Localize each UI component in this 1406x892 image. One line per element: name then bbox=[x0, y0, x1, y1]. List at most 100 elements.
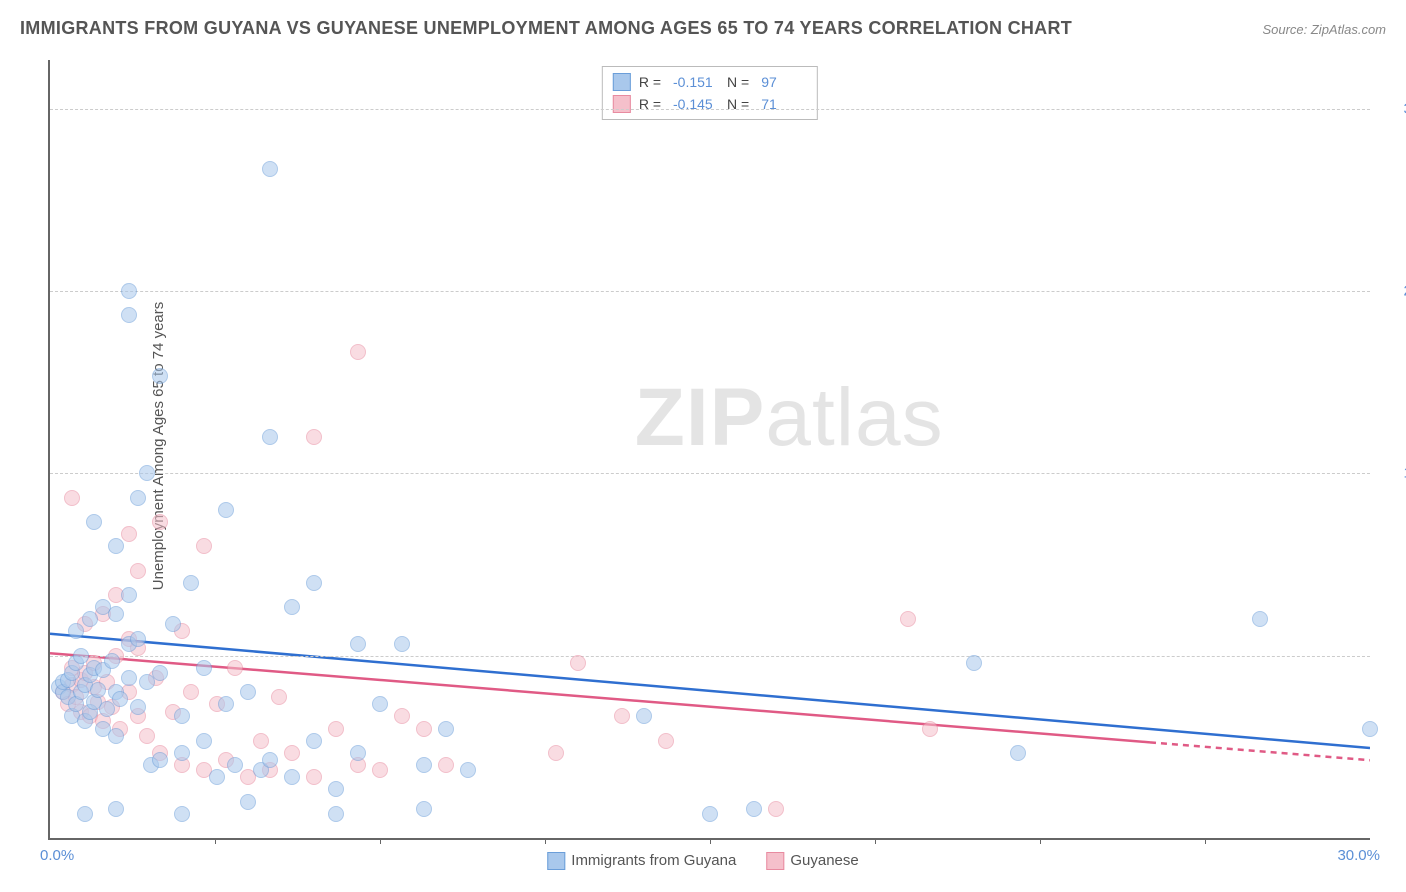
legend-swatch-pink bbox=[613, 95, 631, 113]
legend-swatch-blue bbox=[613, 73, 631, 91]
data-point bbox=[86, 514, 102, 530]
legend-label: Guyanese bbox=[790, 852, 858, 869]
data-point bbox=[658, 733, 674, 749]
x-tick bbox=[215, 838, 216, 844]
gridline bbox=[50, 291, 1370, 292]
x-tick bbox=[1040, 838, 1041, 844]
series-legend: Immigrants from Guyana Guyanese bbox=[547, 852, 858, 870]
data-point bbox=[196, 660, 212, 676]
data-point bbox=[284, 599, 300, 615]
data-point bbox=[174, 708, 190, 724]
data-point bbox=[372, 762, 388, 778]
data-point bbox=[570, 655, 586, 671]
data-point bbox=[350, 745, 366, 761]
data-point bbox=[108, 606, 124, 622]
data-point bbox=[68, 623, 84, 639]
data-point bbox=[218, 502, 234, 518]
data-point bbox=[196, 733, 212, 749]
data-point bbox=[130, 631, 146, 647]
data-point bbox=[306, 733, 322, 749]
data-point bbox=[218, 696, 234, 712]
data-point bbox=[121, 670, 137, 686]
x-tick bbox=[1205, 838, 1206, 844]
data-point bbox=[460, 762, 476, 778]
data-point bbox=[306, 429, 322, 445]
data-point bbox=[130, 490, 146, 506]
data-point bbox=[900, 611, 916, 627]
data-point bbox=[614, 708, 630, 724]
data-point bbox=[922, 721, 938, 737]
data-point bbox=[372, 696, 388, 712]
data-point bbox=[768, 801, 784, 817]
legend-item-blue: Immigrants from Guyana bbox=[547, 852, 736, 870]
legend-row-blue: R =-0.151 N =97 bbox=[613, 71, 807, 93]
data-point bbox=[139, 728, 155, 744]
data-point bbox=[548, 745, 564, 761]
data-point bbox=[328, 721, 344, 737]
gridline bbox=[50, 109, 1370, 110]
data-point bbox=[438, 757, 454, 773]
data-point bbox=[328, 781, 344, 797]
data-point bbox=[227, 660, 243, 676]
data-point bbox=[174, 745, 190, 761]
trend-lines bbox=[50, 60, 1370, 838]
x-axis-start-label: 0.0% bbox=[40, 847, 74, 864]
x-tick bbox=[545, 838, 546, 844]
data-point bbox=[1362, 721, 1378, 737]
gridline bbox=[50, 656, 1370, 657]
legend-n-label: N = bbox=[727, 74, 749, 90]
scatter-plot-area: ZIPatlas R =-0.151 N =97 R =-0.145 N =71… bbox=[48, 60, 1370, 840]
data-point bbox=[90, 682, 106, 698]
data-point bbox=[253, 733, 269, 749]
data-point bbox=[108, 538, 124, 554]
data-point bbox=[284, 745, 300, 761]
y-tick-label: 22.5% bbox=[1376, 282, 1406, 299]
data-point bbox=[139, 465, 155, 481]
legend-r-label: R = bbox=[639, 74, 661, 90]
data-point bbox=[438, 721, 454, 737]
data-point bbox=[183, 575, 199, 591]
data-point bbox=[227, 757, 243, 773]
data-point bbox=[152, 514, 168, 530]
watermark: ZIPatlas bbox=[635, 371, 944, 465]
data-point bbox=[152, 665, 168, 681]
data-point bbox=[209, 769, 225, 785]
data-point bbox=[262, 752, 278, 768]
data-point bbox=[104, 653, 120, 669]
data-point bbox=[1010, 745, 1026, 761]
data-point bbox=[271, 689, 287, 705]
data-point bbox=[1252, 611, 1268, 627]
data-point bbox=[82, 611, 98, 627]
legend-row-pink: R =-0.145 N =71 bbox=[613, 93, 807, 115]
y-tick-label: 7.5% bbox=[1376, 647, 1406, 664]
y-tick-label: 15.0% bbox=[1376, 465, 1406, 482]
data-point bbox=[262, 429, 278, 445]
data-point bbox=[130, 563, 146, 579]
data-point bbox=[121, 283, 137, 299]
data-point bbox=[966, 655, 982, 671]
data-point bbox=[240, 794, 256, 810]
data-point bbox=[130, 699, 146, 715]
data-point bbox=[284, 769, 300, 785]
gridline bbox=[50, 473, 1370, 474]
data-point bbox=[183, 684, 199, 700]
data-point bbox=[394, 636, 410, 652]
x-tick bbox=[710, 838, 711, 844]
legend-swatch-blue bbox=[547, 852, 565, 870]
correlation-legend: R =-0.151 N =97 R =-0.145 N =71 bbox=[602, 66, 818, 120]
y-tick-label: 30.0% bbox=[1376, 100, 1406, 117]
data-point bbox=[262, 161, 278, 177]
x-axis-end-label: 30.0% bbox=[1337, 847, 1380, 864]
data-point bbox=[328, 806, 344, 822]
legend-label: Immigrants from Guyana bbox=[571, 852, 736, 869]
legend-swatch-pink bbox=[766, 852, 784, 870]
data-point bbox=[165, 616, 181, 632]
data-point bbox=[174, 806, 190, 822]
data-point bbox=[112, 691, 128, 707]
data-point bbox=[152, 752, 168, 768]
data-point bbox=[746, 801, 762, 817]
data-point bbox=[240, 684, 256, 700]
data-point bbox=[196, 538, 212, 554]
data-point bbox=[77, 806, 93, 822]
legend-r-value: -0.151 bbox=[673, 74, 719, 90]
